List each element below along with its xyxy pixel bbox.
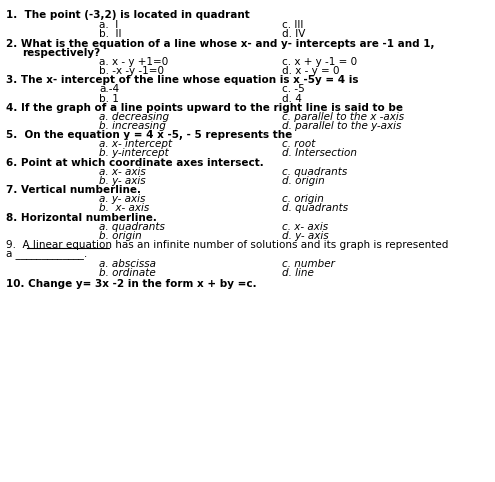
Text: d. Intersection: d. Intersection: [282, 148, 357, 159]
Text: a.  I: a. I: [99, 20, 118, 30]
Text: a. x- intercept: a. x- intercept: [99, 139, 172, 149]
Text: a. x - y +1=0: a. x - y +1=0: [99, 57, 168, 67]
Text: c. number: c. number: [282, 259, 335, 269]
Text: d. parallel to the y-axis: d. parallel to the y-axis: [282, 121, 401, 131]
Text: 5.  On the equation y = 4 x -5, - 5 represents the: 5. On the equation y = 4 x -5, - 5 repre…: [6, 130, 292, 140]
Text: a.-4: a.-4: [99, 84, 119, 94]
Text: d. IV: d. IV: [282, 29, 305, 40]
Text: c. quadrants: c. quadrants: [282, 167, 347, 177]
Text: c. parallel to the x -axis: c. parallel to the x -axis: [282, 112, 404, 122]
Text: d. quadrants: d. quadrants: [282, 203, 348, 214]
Text: d. x - y = 0: d. x - y = 0: [282, 66, 340, 76]
Text: d. 4: d. 4: [282, 94, 302, 104]
Text: 3. The x- intercept of the line whose equation is x -5y = 4 is: 3. The x- intercept of the line whose eq…: [6, 75, 358, 85]
Text: respectively?: respectively?: [22, 48, 100, 58]
Text: b.  II: b. II: [99, 29, 121, 40]
Text: a _____________.: a _____________.: [6, 249, 87, 259]
Text: b. 1: b. 1: [99, 94, 119, 104]
Text: 10. Change y= 3x -2 in the form x + by =c.: 10. Change y= 3x -2 in the form x + by =…: [6, 279, 256, 289]
Text: d. origin: d. origin: [282, 176, 325, 186]
Text: b. y- axis: b. y- axis: [99, 176, 146, 186]
Text: b. increasing: b. increasing: [99, 121, 166, 131]
Text: 1.  The point (-3,2) is located in quadrant: 1. The point (-3,2) is located in quadra…: [6, 10, 249, 20]
Text: d. line: d. line: [282, 268, 314, 279]
Text: b. -x -y -1=0: b. -x -y -1=0: [99, 66, 164, 76]
Text: 7. Vertical numberline.: 7. Vertical numberline.: [6, 185, 141, 195]
Text: c. root: c. root: [282, 139, 315, 149]
Text: a. x- axis: a. x- axis: [99, 167, 146, 177]
Text: 4. If the graph of a line points upward to the right line is said to be: 4. If the graph of a line points upward …: [6, 103, 403, 113]
Text: a. decreasing: a. decreasing: [99, 112, 169, 122]
Text: 8. Horizontal numberline.: 8. Horizontal numberline.: [6, 213, 157, 223]
Text: d. y- axis: d. y- axis: [282, 231, 329, 241]
Text: b. origin: b. origin: [99, 231, 142, 241]
Text: 2. What is the equation of a line whose x- and y- intercepts are -1 and 1,: 2. What is the equation of a line whose …: [6, 39, 435, 49]
Text: b.  x- axis: b. x- axis: [99, 203, 149, 214]
Text: c. III: c. III: [282, 20, 303, 30]
Text: c. x + y -1 = 0: c. x + y -1 = 0: [282, 57, 357, 67]
Text: c. x- axis: c. x- axis: [282, 222, 328, 232]
Text: b. ordinate: b. ordinate: [99, 268, 156, 279]
Text: c. origin: c. origin: [282, 194, 324, 204]
Text: a. quadrants: a. quadrants: [99, 222, 165, 232]
Text: b. y-intercept: b. y-intercept: [99, 148, 169, 159]
Text: 6. Point at which coordinate axes intersect.: 6. Point at which coordinate axes inters…: [6, 158, 264, 168]
Text: a. abscissa: a. abscissa: [99, 259, 156, 269]
Text: 9.  A linear equation has an infinite number of solutions and its graph is repre: 9. A linear equation has an infinite num…: [6, 240, 448, 250]
Text: a. y- axis: a. y- axis: [99, 194, 146, 204]
Text: c. -5: c. -5: [282, 84, 305, 94]
